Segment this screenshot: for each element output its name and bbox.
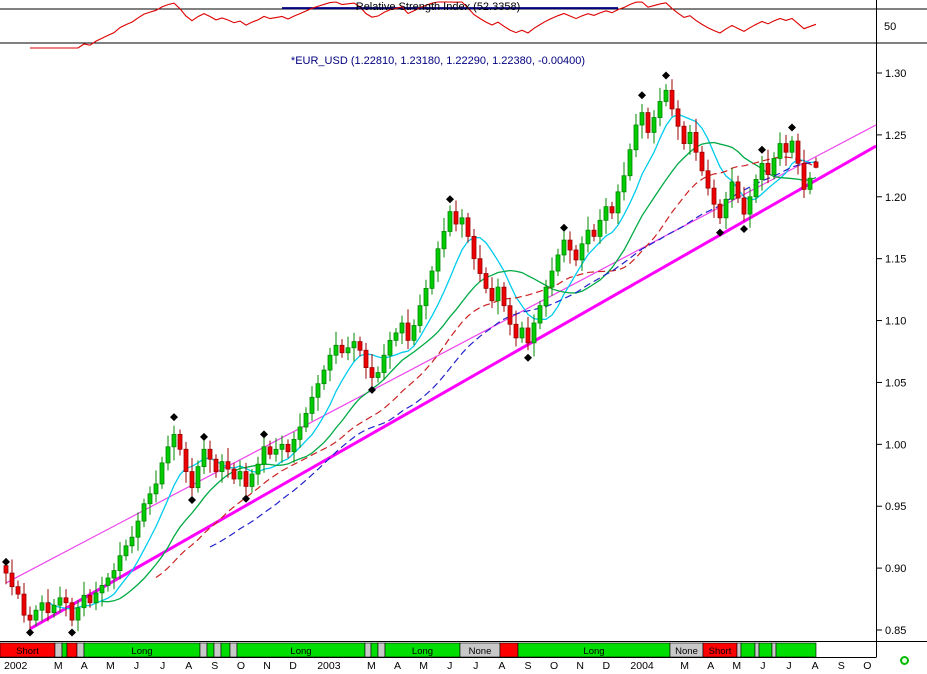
- svg-text:1.15: 1.15: [885, 254, 906, 266]
- rsi-level-lines: [0, 8, 927, 44]
- svg-text:Long: Long: [583, 646, 604, 657]
- svg-text:1.20: 1.20: [885, 192, 906, 204]
- svg-text:Long: Long: [290, 646, 311, 657]
- rsi-axis: 50: [884, 21, 896, 33]
- svg-text:None: None: [469, 646, 492, 657]
- svg-text:1.25: 1.25: [885, 130, 906, 142]
- svg-text:N: N: [263, 660, 271, 672]
- svg-text:M: M: [367, 660, 376, 672]
- svg-text:J: J: [134, 660, 139, 672]
- price-axis: 1.30 1.25 1.20 1.15 1.10 1.05 1.00 0.95 0.90 0.85: [876, 68, 906, 637]
- svg-text:2002: 2002: [4, 660, 28, 672]
- candlestick-series[interactable]: [3, 79, 819, 634]
- svg-text:D: D: [603, 660, 611, 672]
- svg-text:O: O: [863, 660, 871, 672]
- svg-text:0.90: 0.90: [885, 563, 906, 575]
- live-status-dot: [900, 656, 909, 665]
- signal-ribbon: Short Long Long Long None Long None Short: [0, 642, 817, 658]
- svg-text:2004: 2004: [630, 660, 654, 672]
- svg-text:M: M: [106, 660, 115, 672]
- svg-text:N: N: [576, 660, 584, 672]
- svg-text:A: A: [498, 660, 505, 672]
- sma-fast: [47, 113, 817, 610]
- svg-text:Short: Short: [16, 646, 39, 657]
- svg-text:1.05: 1.05: [885, 377, 906, 389]
- svg-text:M: M: [732, 660, 741, 672]
- svg-text:O: O: [550, 660, 558, 672]
- svg-text:J: J: [447, 660, 452, 672]
- svg-text:A: A: [81, 660, 88, 672]
- svg-text:A: A: [394, 660, 401, 672]
- svg-text:M: M: [680, 660, 689, 672]
- svg-text:J: J: [760, 660, 765, 672]
- regression-line: [5, 124, 877, 584]
- svg-text:A: A: [185, 660, 192, 672]
- svg-text:O: O: [237, 660, 245, 672]
- rsi-line: [30, 1, 817, 49]
- svg-text:S: S: [524, 660, 531, 672]
- svg-text:J: J: [160, 660, 165, 672]
- svg-text:A: A: [812, 660, 819, 672]
- svg-text:J: J: [786, 660, 791, 672]
- svg-text:M: M: [419, 660, 428, 672]
- signal-diamonds: [2, 71, 796, 637]
- svg-text:2003: 2003: [317, 660, 341, 672]
- svg-text:A: A: [707, 660, 714, 672]
- svg-text:1.00: 1.00: [885, 439, 906, 451]
- sma-slowest: [209, 160, 817, 548]
- svg-text:S: S: [211, 660, 218, 672]
- svg-text:M: M: [54, 660, 63, 672]
- svg-text:Short: Short: [709, 646, 732, 657]
- support-trendline: [29, 144, 877, 631]
- ma-overlays: [47, 113, 817, 610]
- svg-text:Long: Long: [412, 646, 433, 657]
- svg-text:J: J: [473, 660, 478, 672]
- svg-text:1.30: 1.30: [885, 68, 906, 80]
- svg-text:None: None: [675, 646, 698, 657]
- trendlines: [5, 124, 877, 631]
- svg-text:S: S: [838, 660, 845, 672]
- svg-text:1.10: 1.10: [885, 316, 906, 328]
- svg-text:Long: Long: [131, 646, 152, 657]
- panel-borders: [0, 0, 927, 658]
- svg-text:50: 50: [884, 21, 896, 33]
- time-axis: 2002 M A M J J A S O N D 2003 M A M J J A S O N D 2004 M A M J J A S O: [4, 660, 871, 672]
- svg-text:0.85: 0.85: [885, 625, 906, 637]
- svg-text:0.95: 0.95: [885, 501, 906, 513]
- svg-text:D: D: [289, 660, 297, 672]
